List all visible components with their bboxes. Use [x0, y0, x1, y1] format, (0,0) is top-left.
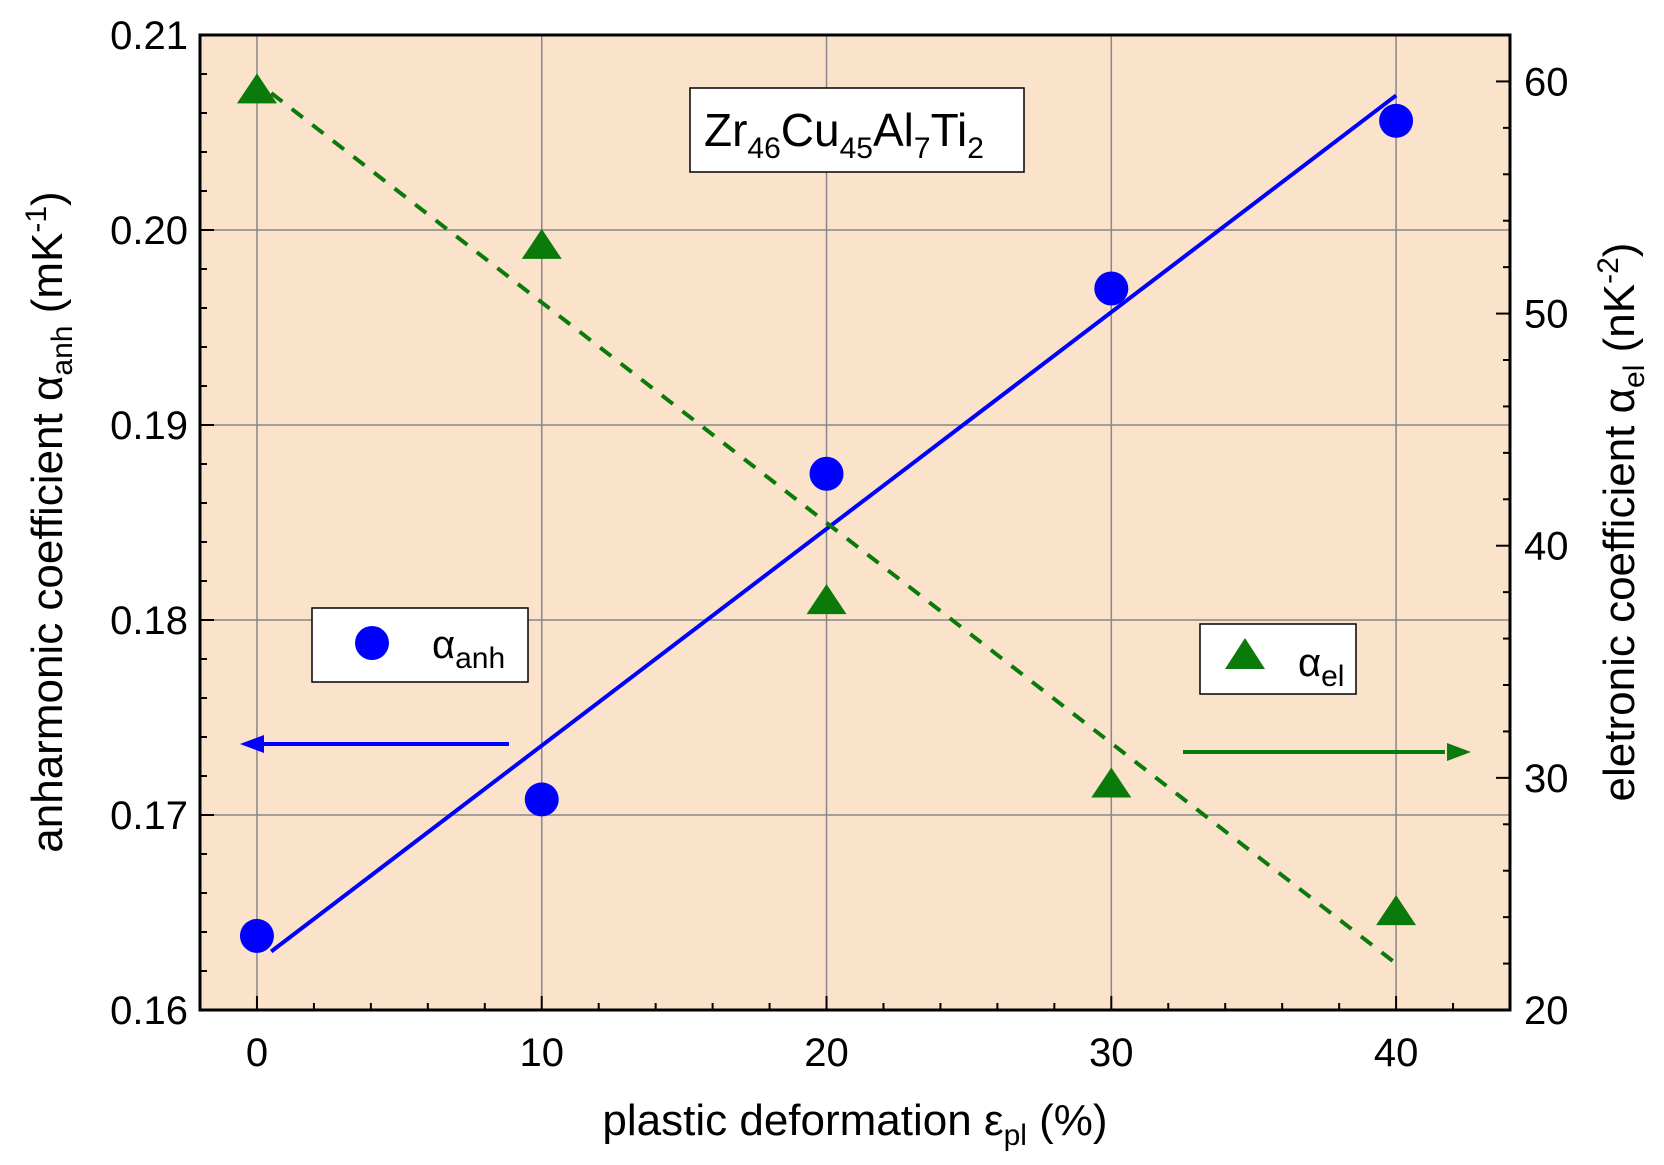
point-el — [236, 73, 277, 104]
y-left-axis-title: anharmonic coefficient αanh (mK-1) — [20, 191, 79, 852]
x-tick-label: 0 — [246, 1031, 268, 1075]
annot-sub-2: 7 — [914, 132, 931, 165]
annot-sub-3: 2 — [967, 132, 984, 165]
annot-sub-0: 46 — [747, 132, 780, 165]
legend-el-name: α — [1298, 641, 1321, 685]
annot-el-3: Ti — [931, 104, 968, 156]
svg-text:αel: αel — [1298, 641, 1344, 693]
point-anh — [1379, 103, 1414, 138]
plot-area — [200, 35, 1510, 1010]
composition-annotation: Zr46Cu45Al7Ti2 — [689, 87, 1025, 173]
y-left-tick-label: 0.20 — [110, 209, 188, 253]
legend-el: αel — [1199, 623, 1357, 695]
left-axis-arrow — [240, 735, 509, 753]
x-tick-label: 30 — [1089, 1031, 1134, 1075]
y-left-tick-label: 0.16 — [110, 989, 188, 1033]
fit-lines — [269, 91, 1398, 966]
x-axis-title: plastic deformation εpl (%) — [602, 1096, 1107, 1152]
svg-text:αanh: αanh — [432, 623, 505, 675]
fit-line-el — [269, 91, 1398, 966]
y-left-tick-label: 0.19 — [110, 404, 188, 448]
point-anh — [524, 782, 559, 817]
annot-el-1: Cu — [781, 104, 840, 156]
right-axis-arrow — [1183, 743, 1471, 761]
y-left-tick-label: 0.18 — [110, 599, 188, 643]
y-right-tick-label: 50 — [1524, 293, 1569, 337]
legend-anh-name: α — [432, 623, 455, 667]
point-anh — [239, 918, 274, 953]
x-tick-label: 40 — [1374, 1031, 1419, 1075]
x-tick-label: 10 — [519, 1031, 564, 1075]
fit-line-anh — [269, 93, 1398, 954]
point-el — [1376, 895, 1417, 926]
annot-sub-1: 45 — [840, 132, 873, 165]
plot-frame — [198, 33, 1512, 1012]
annot-el-2: Al — [873, 104, 914, 156]
y-right-tick-label: 40 — [1524, 525, 1569, 569]
point-el — [1091, 767, 1132, 798]
data-points — [236, 73, 1417, 953]
legend-anh-marker — [355, 626, 389, 660]
legend-anh-sub: anh — [455, 642, 505, 675]
y-right-axis-title: eletronic coefficient αel (nK-2) — [1592, 243, 1651, 802]
point-el — [806, 584, 847, 615]
point-anh — [1094, 271, 1129, 306]
point-el — [521, 228, 562, 259]
legend-anh: αanh — [311, 607, 529, 683]
point-anh — [809, 456, 844, 491]
y-right-tick-label: 20 — [1524, 989, 1569, 1033]
legend-el-box — [1199, 623, 1357, 695]
x-tick-label: 20 — [804, 1031, 849, 1075]
annot-el-0: Zr — [704, 104, 747, 156]
annotation-box — [689, 87, 1025, 173]
legend-el-sub: el — [1321, 660, 1344, 693]
legend-el-marker — [1225, 638, 1265, 669]
y-right-tick-label: 30 — [1524, 757, 1569, 801]
y-left-tick-label: 0.17 — [110, 794, 188, 838]
y-left-tick-label: 0.21 — [110, 14, 188, 58]
legend-anh-box — [311, 607, 529, 683]
svg-text:Zr46Cu45Al7Ti2: Zr46Cu45Al7Ti2 — [704, 104, 984, 165]
y-right-tick-label: 60 — [1524, 60, 1569, 104]
axis-ticks: 0 10 20 30 40 0.16 0.17 0.18 0.19 0.20 0.21 20 30 40 5… — [110, 14, 1568, 1075]
